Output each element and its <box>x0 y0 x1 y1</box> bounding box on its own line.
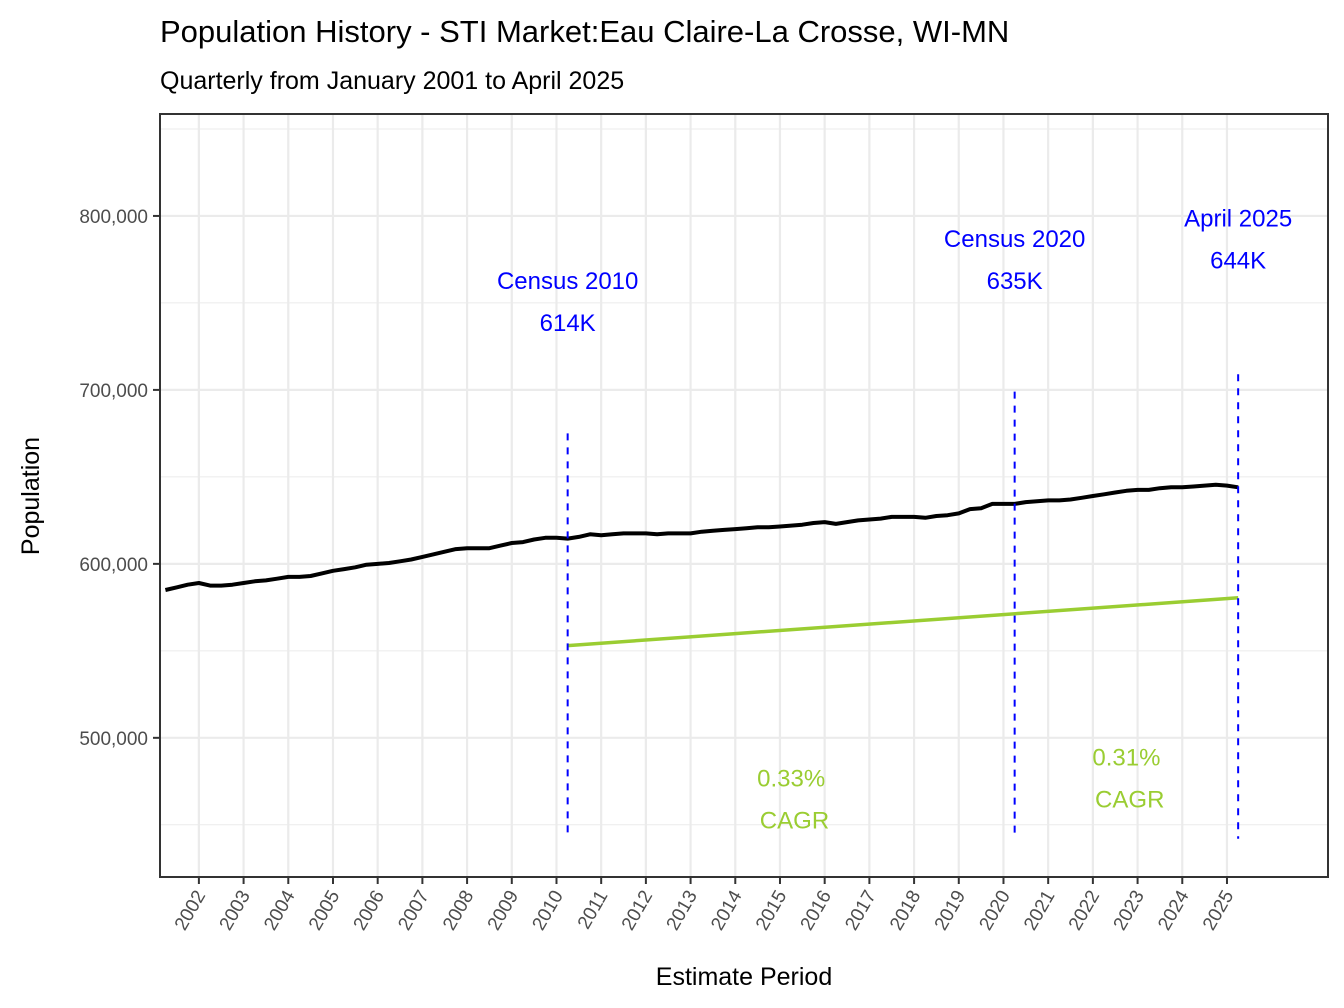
x-tick-label: 2013 <box>663 887 702 934</box>
cagr-trend-layer <box>567 596 1239 648</box>
x-tick-label: 2025 <box>1199 887 1238 934</box>
marker-label-value: 644K <box>1210 247 1266 274</box>
x-tick-label: 2017 <box>841 887 880 934</box>
chart-title: Population History - STI Market:Eau Clai… <box>160 14 1009 49</box>
x-tick-label: 2015 <box>752 887 791 934</box>
x-tick-label: 2010 <box>528 887 567 934</box>
cagr-label: CAGR <box>753 807 829 834</box>
annotations-layer: Census 2010 614K Census 2020 635K April 2025… <box>497 205 1292 834</box>
x-tick-label: 2006 <box>350 887 389 934</box>
y-axis-title: Population <box>17 437 45 555</box>
x-tick-label: 2023 <box>1110 887 1149 934</box>
marker-label-value: 614K <box>540 310 596 337</box>
x-axis: 2002 2003 2004 2005 2006 2007 2008 2009 2010 2011… <box>171 877 1238 934</box>
x-tick-label: 2022 <box>1065 887 1104 934</box>
x-tick-label: 2018 <box>886 887 925 934</box>
x-tick-label: 2004 <box>260 887 300 934</box>
major-gridlines <box>160 114 1328 877</box>
plot-panel-border <box>159 113 1329 878</box>
population-line <box>164 482 1239 592</box>
x-tick-label: 2020 <box>975 887 1014 934</box>
marker-lines-layer <box>566 374 1240 839</box>
cagr-trend-line <box>567 596 1239 648</box>
x-tick-label: 2008 <box>439 887 478 934</box>
x-tick-label: 2012 <box>618 887 657 934</box>
x-tick-label: 2005 <box>305 887 344 934</box>
y-tick-label: 700,000 <box>79 381 148 402</box>
y-axis: 500,000 600,000 700,000 800,000 <box>79 207 160 750</box>
cagr-label: CAGR <box>1088 787 1164 814</box>
x-tick-label: 2019 <box>931 887 970 934</box>
x-tick-label: 2003 <box>216 887 255 934</box>
cagr-value: 0.33% <box>757 765 825 792</box>
x-axis-title: Estimate Period <box>656 963 832 991</box>
marker-label-title: Census 2010 <box>497 268 638 295</box>
x-tick-label: 2021 <box>1020 887 1059 934</box>
cagr-value: 0.31% <box>1092 745 1160 772</box>
x-tick-label: 2014 <box>707 887 747 934</box>
x-tick-label: 2009 <box>484 887 523 934</box>
y-tick-label: 600,000 <box>79 555 148 576</box>
y-tick-label: 800,000 <box>79 207 148 228</box>
y-tick-label: 500,000 <box>79 729 148 750</box>
minor-gridlines <box>160 128 1328 826</box>
chart-subtitle: Quarterly from January 2001 to April 202… <box>160 67 624 95</box>
x-tick-label: 2016 <box>797 887 836 934</box>
x-tick-label: 2024 <box>1154 887 1194 934</box>
x-tick-label: 2007 <box>394 887 433 934</box>
marker-label-value: 635K <box>987 268 1043 295</box>
x-tick-label: 2002 <box>171 887 210 934</box>
plot-panel-background <box>160 114 1328 877</box>
marker-label-title: Census 2020 <box>944 226 1085 253</box>
population-series-layer <box>164 482 1239 592</box>
x-tick-label: 2011 <box>574 887 613 933</box>
marker-label-title: April 2025 <box>1184 205 1292 232</box>
